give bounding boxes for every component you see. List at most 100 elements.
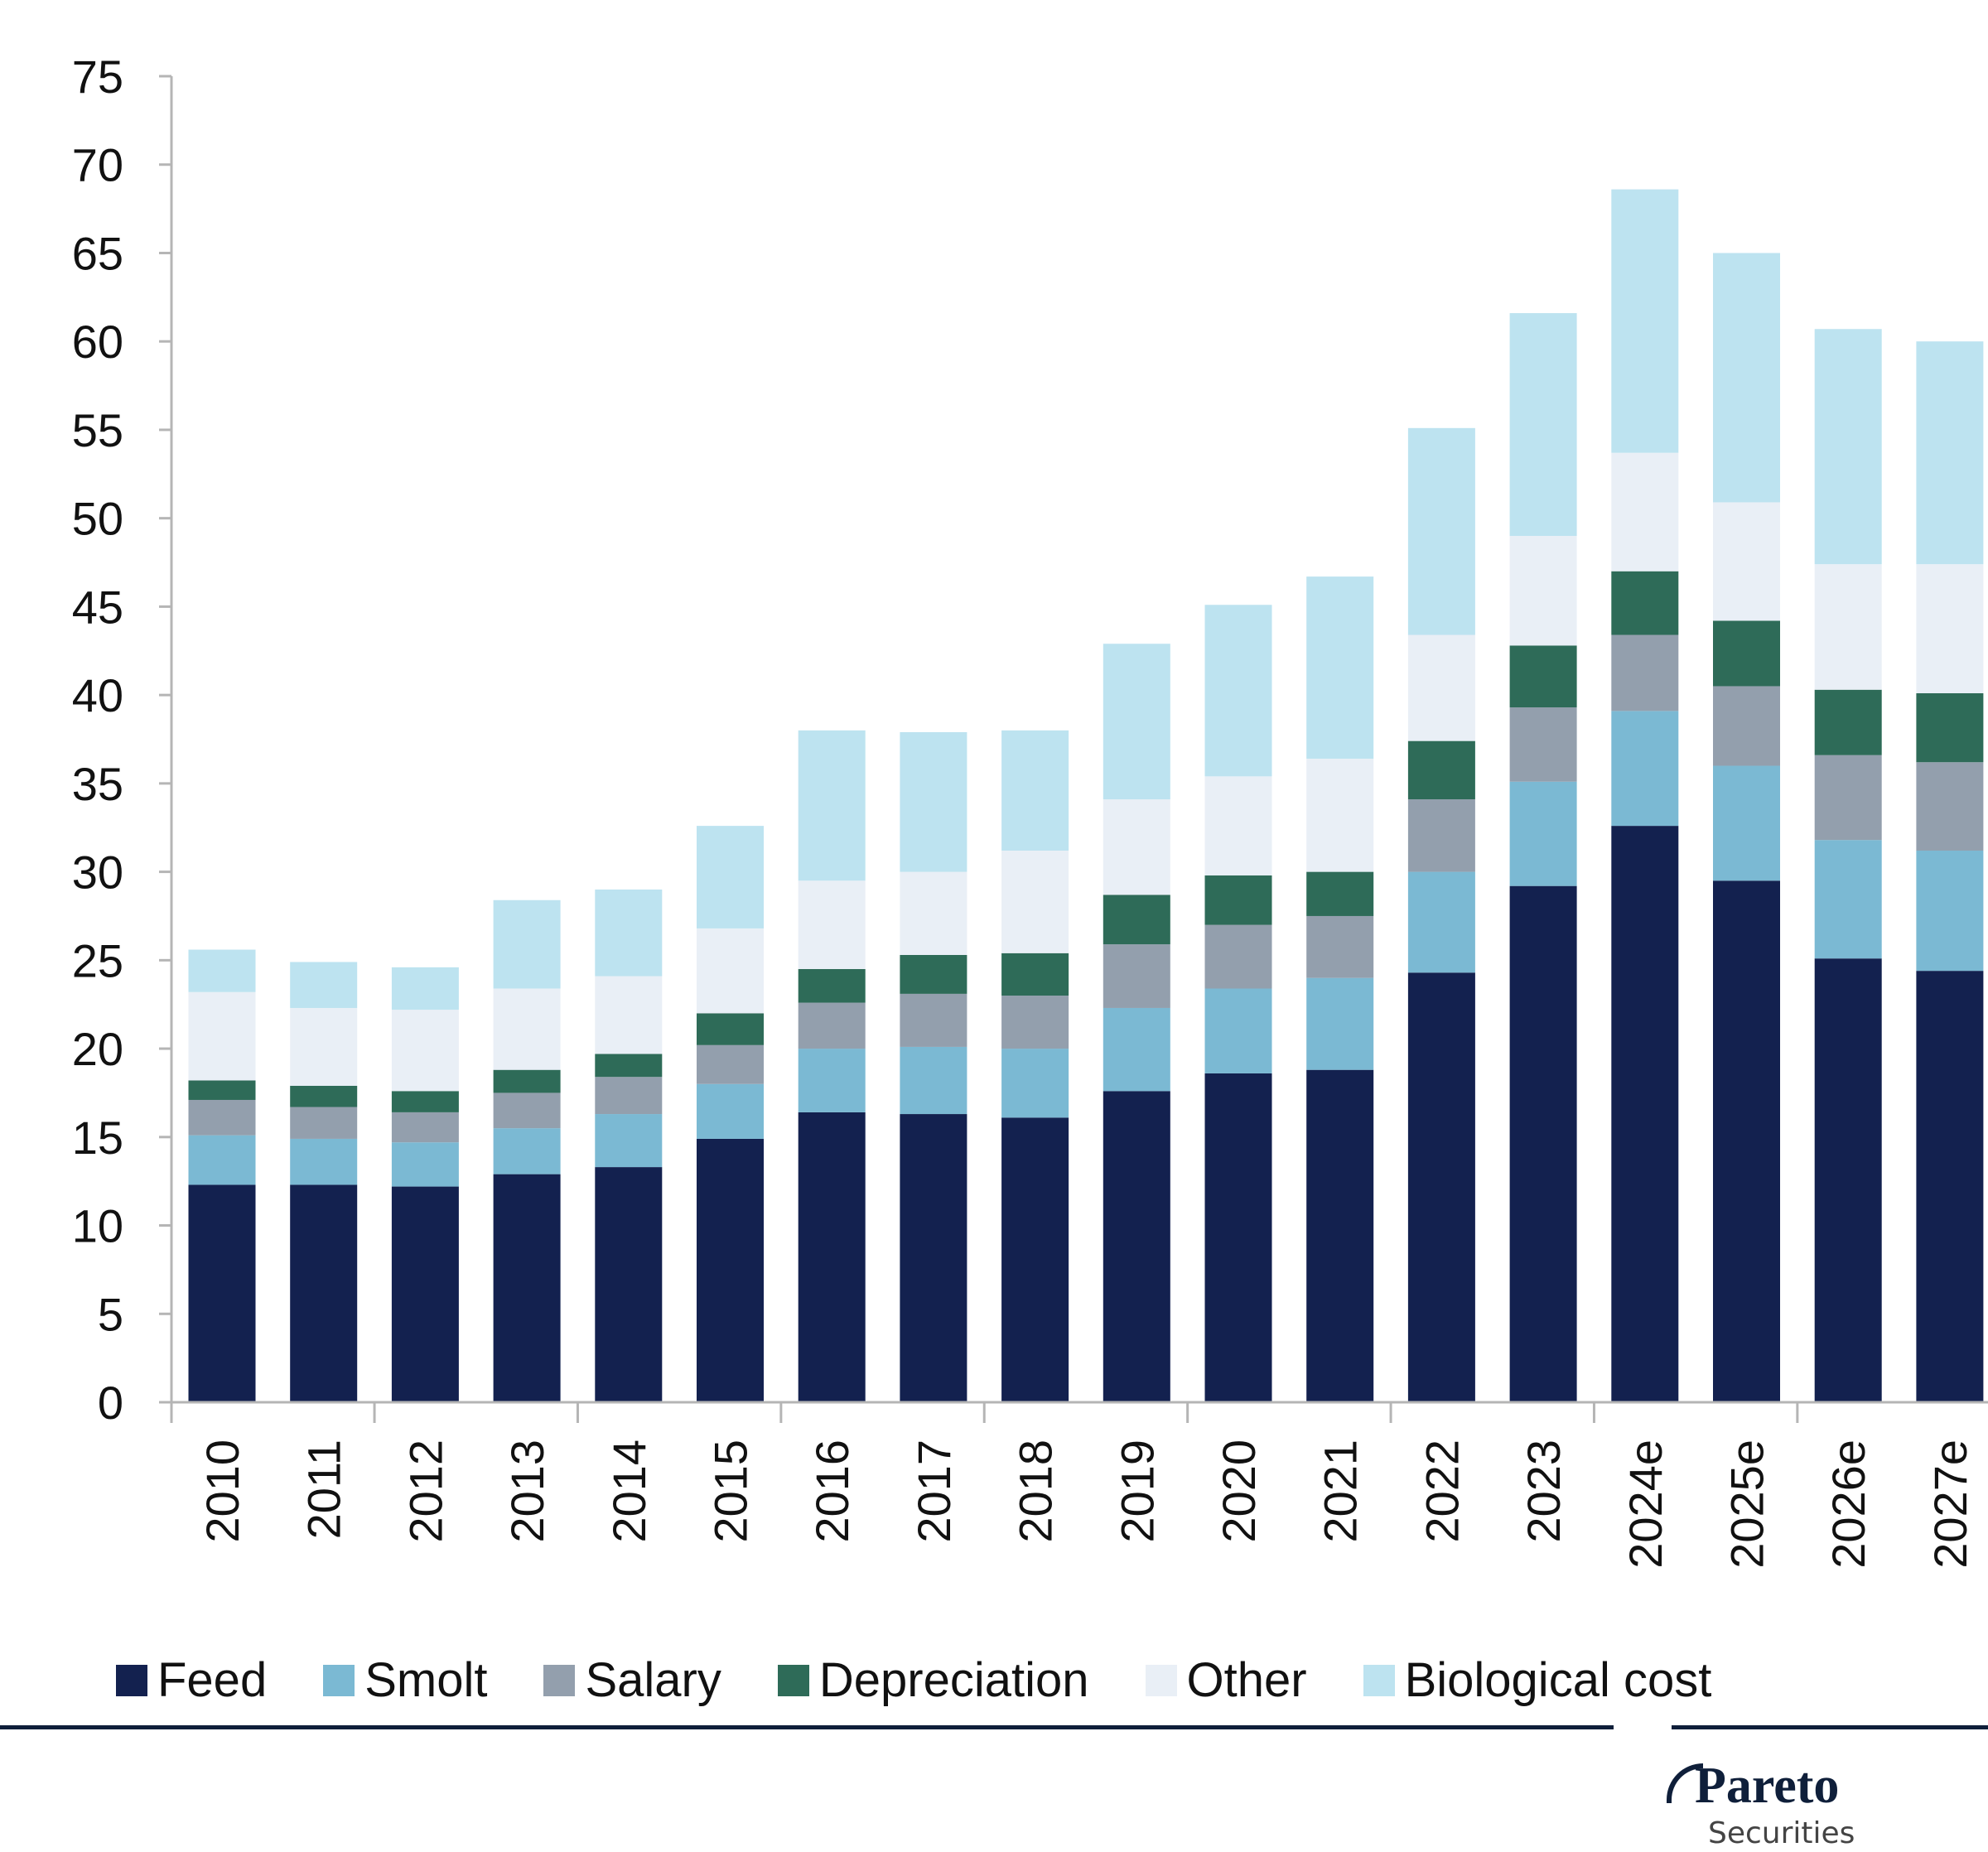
bar-segment-biological-cost (1611, 189, 1679, 453)
bar-segment-biological-cost (900, 731, 967, 872)
bar-segment-smolt (1916, 850, 1984, 972)
x-tick-label: 2014 (603, 1440, 655, 1543)
bar-segment-other (1204, 776, 1272, 875)
x-tick-label: 2015 (705, 1440, 757, 1543)
bar-segment-other (493, 988, 561, 1070)
legend-item-depreciation: Depreciation (777, 1652, 1089, 1708)
legend-label: Depreciation (818, 1653, 1089, 1707)
bar-segment-smolt (391, 1142, 459, 1187)
y-tick-label: 5 (98, 1288, 123, 1340)
bar-segment-other (290, 1007, 358, 1086)
bar-segment-other (1407, 634, 1475, 741)
bars (188, 189, 1984, 1402)
legend-item-feed: Feed (116, 1652, 267, 1708)
bar-segment-other (188, 991, 256, 1081)
y-tick-label: 10 (72, 1200, 123, 1252)
bar-segment-feed (391, 1186, 459, 1402)
bar-segment-other (595, 976, 663, 1054)
x-tick-label: 2017 (908, 1440, 960, 1543)
legend-label: Salary (585, 1653, 721, 1707)
bar-segment-biological-cost (188, 949, 256, 992)
bar-segment-salary (1611, 634, 1679, 711)
bar-segment-smolt (1509, 781, 1577, 886)
x-tick-label: 2010 (196, 1440, 248, 1543)
bar-segment-other (697, 928, 764, 1014)
bar-segment-biological-cost (1407, 427, 1475, 635)
y-tick-label: 35 (72, 758, 123, 810)
bar-segment-depreciation (391, 1091, 459, 1112)
bar-segment-other (798, 880, 866, 970)
bar-stack-2014 (595, 889, 663, 1402)
logo-name: Pareto (1695, 1758, 1840, 1814)
bar-segment-salary (1204, 924, 1272, 989)
y-tick-label: 30 (72, 846, 123, 899)
bar-stack-2025e (1713, 253, 1780, 1402)
bar-segment-depreciation (1204, 875, 1272, 925)
legend-swatch-biological-cost (1363, 1664, 1395, 1696)
bar-segment-salary (595, 1077, 663, 1115)
y-tick-label: 65 (72, 227, 123, 279)
bar-segment-other (1306, 758, 1374, 872)
bar-stack-2026e (1814, 329, 1882, 1402)
legend-label: Smolt (364, 1653, 488, 1707)
bar-segment-depreciation (1713, 620, 1780, 687)
bar-segment-biological-cost (290, 962, 358, 1008)
bar-segment-smolt (798, 1049, 866, 1112)
bar-segment-salary (1306, 915, 1374, 978)
x-tick-label: 2021 (1315, 1440, 1367, 1543)
bar-segment-smolt (493, 1128, 561, 1174)
bar-segment-salary (1103, 944, 1170, 1008)
legend-swatch-other (1145, 1664, 1177, 1696)
bar-segment-feed (1407, 972, 1475, 1402)
bar-segment-smolt (1611, 711, 1679, 827)
bar-segment-salary (188, 1099, 256, 1136)
bar-segment-other (1103, 799, 1170, 895)
bar-segment-feed (900, 1114, 967, 1402)
bar-segment-salary (1713, 686, 1780, 766)
x-tick-label: 2018 (1010, 1440, 1062, 1543)
bar-segment-feed (493, 1174, 561, 1402)
bar-stack-2022 (1407, 427, 1475, 1402)
bar-segment-feed (1103, 1091, 1170, 1402)
bar-segment-feed (1509, 885, 1577, 1402)
bar-segment-other (1509, 536, 1577, 646)
bar-segment-other (1814, 564, 1882, 690)
y-tick-label: 75 (72, 51, 123, 103)
bar-segment-feed (188, 1184, 256, 1402)
bar-stack-2021 (1306, 576, 1374, 1402)
logo-wordmark: Pareto (1667, 1760, 1855, 1811)
bar-segment-depreciation (1814, 689, 1882, 755)
bar-segment-salary (1407, 799, 1475, 872)
bar-segment-feed (1916, 971, 1984, 1402)
bar-stack-2024e (1611, 189, 1679, 1402)
x-tick-label: 2022 (1416, 1440, 1468, 1543)
bar-segment-depreciation (1611, 571, 1679, 635)
bar-stack-2020 (1204, 605, 1272, 1402)
legend-label: Other (1186, 1653, 1307, 1707)
legend-swatch-smolt (323, 1664, 355, 1696)
bar-segment-feed (1814, 958, 1882, 1402)
y-tick-label: 20 (72, 1023, 123, 1075)
legend-label: Feed (157, 1653, 268, 1707)
x-tick-label: 2026e (1822, 1440, 1875, 1569)
bar-segment-feed (595, 1167, 663, 1402)
bar-segment-salary (1001, 996, 1069, 1049)
bar-segment-smolt (1204, 988, 1272, 1073)
y-tick-label: 40 (72, 669, 123, 721)
y-axis: 0 5 10 15 20 25 30 35 40 45 50 55 60 65 70 75 (72, 51, 173, 1429)
bar-segment-biological-cost (1103, 644, 1170, 800)
bar-segment-smolt (1814, 840, 1882, 959)
x-tick-label: 2016 (806, 1440, 858, 1543)
bar-segment-feed (697, 1138, 764, 1402)
y-tick-label: 55 (72, 404, 123, 456)
bar-segment-biological-cost (697, 826, 764, 928)
legend-swatch-feed (116, 1664, 147, 1696)
bar-segment-salary (900, 993, 967, 1047)
bar-segment-depreciation (900, 954, 967, 994)
bar-segment-smolt (290, 1138, 358, 1185)
bar-segment-depreciation (697, 1013, 764, 1045)
bar-segment-other (391, 1010, 459, 1092)
bar-segment-biological-cost (1204, 605, 1272, 777)
bar-segment-depreciation (1916, 692, 1984, 763)
bar-stack-2023 (1509, 313, 1577, 1402)
